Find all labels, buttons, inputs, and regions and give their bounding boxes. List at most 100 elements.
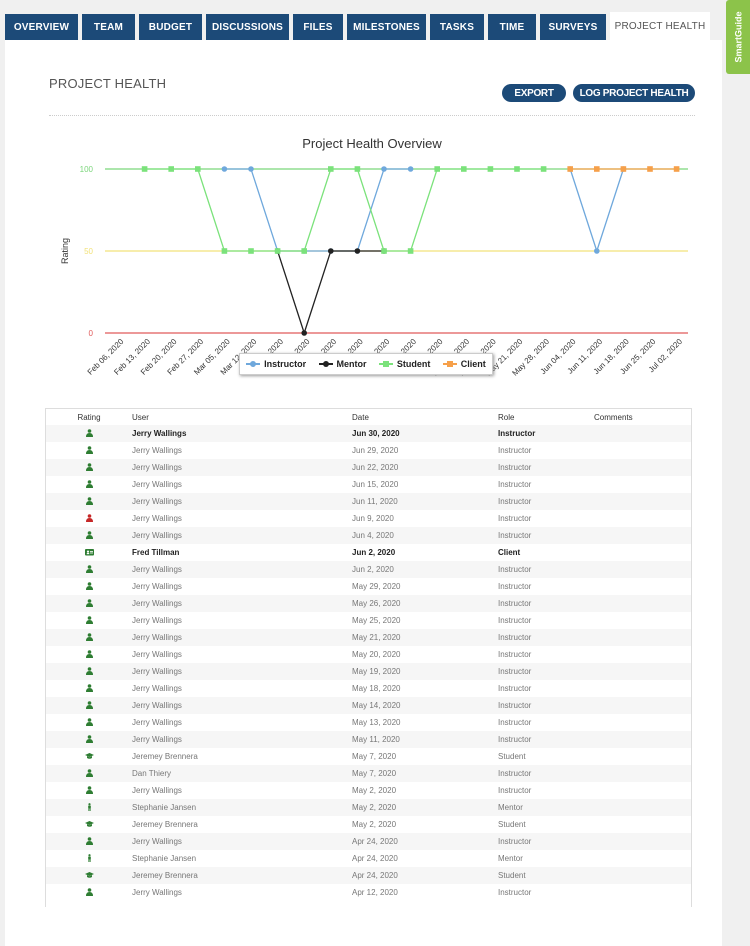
export-button[interactable]: EXPORT bbox=[502, 84, 566, 102]
tab-time[interactable]: TIME bbox=[488, 14, 536, 40]
legend-item-student[interactable]: Student bbox=[378, 359, 431, 369]
rating-person-red-icon bbox=[85, 513, 94, 524]
table-row[interactable]: Stephanie Jansen Apr 24, 2020 Mentor bbox=[46, 850, 691, 867]
table-row[interactable]: Jeremey Brennera Apr 24, 2020 Student bbox=[46, 867, 691, 884]
table-row[interactable]: Jerry Wallings May 21, 2020 Instructor bbox=[46, 629, 691, 646]
legend-item-client[interactable]: Client bbox=[442, 359, 486, 369]
rating-person-green-icon bbox=[85, 768, 94, 779]
legend-label-student: Student bbox=[396, 359, 431, 369]
table-row[interactable]: Stephanie Jansen May 2, 2020 Mentor bbox=[46, 799, 691, 816]
table-row[interactable]: Jerry Wallings Jun 2, 2020 Instructor bbox=[46, 561, 691, 578]
data-point-student bbox=[248, 248, 254, 254]
user-cell: Stephanie Jansen bbox=[132, 854, 197, 863]
table-row[interactable]: Jerry Wallings Apr 24, 2020 Instructor bbox=[46, 833, 691, 850]
role-cell: Instructor bbox=[498, 650, 532, 659]
table-row[interactable]: Jerry Wallings Jun 11, 2020 Instructor bbox=[46, 493, 691, 510]
user-cell: Jerry Wallings bbox=[132, 837, 182, 846]
data-point-student bbox=[168, 166, 174, 172]
tab-milestones[interactable]: MILESTONES bbox=[347, 14, 426, 40]
role-cell: Student bbox=[498, 752, 526, 761]
table-row[interactable]: Jerry Wallings May 20, 2020 Instructor bbox=[46, 646, 691, 663]
tab-discussions[interactable]: DISCUSSIONS bbox=[206, 14, 289, 40]
rating-person-green-icon bbox=[85, 530, 94, 541]
data-point-student bbox=[461, 166, 467, 172]
table-row[interactable]: Jerry Wallings Jun 9, 2020 Instructor bbox=[46, 510, 691, 527]
user-cell: Jerry Wallings bbox=[132, 718, 182, 727]
date-cell: May 25, 2020 bbox=[352, 616, 401, 625]
rating-person-green-icon bbox=[85, 666, 94, 677]
table-row[interactable]: Jerry Wallings May 26, 2020 Instructor bbox=[46, 595, 691, 612]
table-row[interactable]: Jerry Wallings Jun 29, 2020 Instructor bbox=[46, 442, 691, 459]
rating-cell bbox=[46, 548, 132, 558]
table-row[interactable]: Jerry Wallings May 2, 2020 Instructor bbox=[46, 782, 691, 799]
table-row[interactable]: Jerry Wallings May 19, 2020 Instructor bbox=[46, 663, 691, 680]
rating-cell bbox=[46, 513, 132, 524]
rating-cap-green-icon bbox=[84, 871, 94, 881]
rating-cell bbox=[46, 649, 132, 660]
data-point-client bbox=[647, 166, 653, 172]
col-role[interactable]: Role bbox=[498, 412, 515, 422]
log-project-health-button[interactable]: LOG PROJECT HEALTH bbox=[573, 84, 695, 102]
col-rating[interactable]: Rating bbox=[77, 412, 101, 422]
table-row[interactable]: Jerry Wallings Jun 30, 2020 Instructor bbox=[46, 425, 691, 442]
table-row[interactable]: Jerry Wallings Jun 22, 2020 Instructor bbox=[46, 459, 691, 476]
table-row[interactable]: Jerry Wallings May 18, 2020 Instructor bbox=[46, 680, 691, 697]
rating-cell bbox=[46, 700, 132, 711]
table-body: Jerry Wallings Jun 30, 2020 Instructor Jerr… bbox=[46, 425, 691, 901]
date-cell: Apr 24, 2020 bbox=[352, 854, 398, 863]
divider bbox=[49, 115, 695, 116]
table-row[interactable]: Jerry Wallings Jun 4, 2020 Instructor bbox=[46, 527, 691, 544]
rating-person-green-icon bbox=[85, 887, 94, 898]
date-cell: Jun 15, 2020 bbox=[352, 480, 399, 489]
table-row[interactable]: Jerry Wallings Apr 12, 2020 Instructor bbox=[46, 884, 691, 901]
table-row[interactable]: Dan Thiery May 7, 2020 Instructor bbox=[46, 765, 691, 782]
page-title: PROJECT HEALTH bbox=[49, 76, 167, 91]
rating-cell bbox=[46, 752, 132, 762]
col-user[interactable]: User bbox=[132, 412, 149, 422]
rating-cell bbox=[46, 428, 132, 439]
series-line-mentor bbox=[276, 250, 384, 336]
tab-surveys[interactable]: SURVEYS bbox=[540, 14, 606, 40]
smartguide-tab[interactable]: SmartGuide bbox=[726, 0, 750, 74]
date-cell: May 20, 2020 bbox=[352, 650, 401, 659]
date-cell: Jun 11, 2020 bbox=[352, 497, 398, 506]
data-point-mentor bbox=[354, 248, 361, 254]
role-cell: Instructor bbox=[498, 429, 536, 438]
data-point-student bbox=[407, 248, 414, 254]
legend-item-mentor[interactable]: Mentor bbox=[318, 359, 367, 369]
table-row[interactable]: Jeremey Brennera May 7, 2020 Student bbox=[46, 748, 691, 765]
table-row[interactable]: Jeremey Brennera May 2, 2020 Student bbox=[46, 816, 691, 833]
tab-team[interactable]: TEAM bbox=[82, 14, 135, 40]
table-row[interactable]: Fred Tillman Jun 2, 2020 Client bbox=[46, 544, 691, 561]
date-cell: May 2, 2020 bbox=[352, 820, 397, 829]
col-comments[interactable]: Comments bbox=[594, 412, 633, 422]
tab-files[interactable]: FILES bbox=[293, 14, 343, 40]
tab-overview[interactable]: OVERVIEW bbox=[5, 14, 78, 40]
data-point-instructor bbox=[248, 166, 254, 172]
role-cell: Instructor bbox=[498, 718, 532, 727]
table-row[interactable]: Jerry Wallings May 13, 2020 Instructor bbox=[46, 714, 691, 731]
role-cell: Instructor bbox=[498, 582, 532, 591]
table-row[interactable]: Jerry Wallings May 14, 2020 Instructor bbox=[46, 697, 691, 714]
user-cell: Jerry Wallings bbox=[132, 531, 182, 540]
tab-project-health[interactable]: PROJECT HEALTH bbox=[610, 12, 710, 40]
data-point-instructor bbox=[221, 166, 228, 172]
table-row[interactable]: Jerry Wallings May 29, 2020 Instructor bbox=[46, 578, 691, 595]
rating-person-green-icon bbox=[85, 683, 94, 694]
y-axis-label: Rating bbox=[60, 238, 70, 264]
role-cell: Instructor bbox=[498, 633, 532, 642]
col-date[interactable]: Date bbox=[352, 412, 369, 422]
user-cell: Jeremey Brennera bbox=[132, 871, 198, 880]
table-row[interactable]: Jerry Wallings May 25, 2020 Instructor bbox=[46, 612, 691, 629]
role-cell: Instructor bbox=[498, 446, 532, 455]
series-line-student bbox=[144, 168, 544, 252]
rating-cell bbox=[46, 598, 132, 609]
table-row[interactable]: Jerry Wallings Jun 15, 2020 Instructor bbox=[46, 476, 691, 493]
data-point-student bbox=[354, 166, 361, 172]
role-cell: Student bbox=[498, 871, 526, 880]
tab-budget[interactable]: BUDGET bbox=[139, 14, 202, 40]
legend-item-instructor[interactable]: Instructor bbox=[246, 359, 306, 369]
date-cell: May 19, 2020 bbox=[352, 667, 401, 676]
tab-tasks[interactable]: TASKS bbox=[430, 14, 484, 40]
table-row[interactable]: Jerry Wallings May 11, 2020 Instructor bbox=[46, 731, 691, 748]
